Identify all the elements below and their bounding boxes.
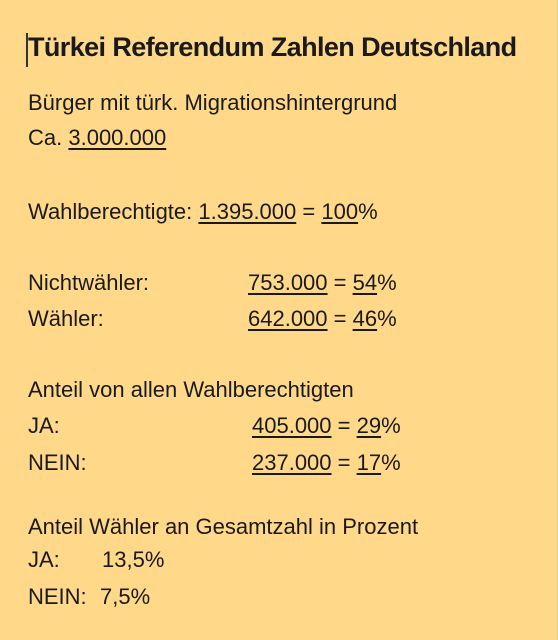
share-all-no-percent: 17 <box>356 450 382 475</box>
share-all-no-pct-sign: % <box>381 450 401 475</box>
share-voters-yes-value: 13,5% <box>102 547 165 572</box>
nonvoters-percent: 54 <box>352 270 378 295</box>
nonvoters-figures: 753.000 = 54% <box>248 270 397 296</box>
share-all-yes-pct-sign: % <box>381 413 401 438</box>
eligible-pct-sign: % <box>358 199 378 224</box>
share-voters-no-value: 7,5% <box>100 584 151 609</box>
nonvoters-pct-sign: % <box>377 270 397 295</box>
share-all-yes-count: 405.000 <box>252 413 332 438</box>
share-all-heading: Anteil von allen Wahlberechtigten <box>28 377 354 402</box>
share-voters-no-label: NEIN: <box>28 584 87 609</box>
share-all-no-label: NEIN: <box>28 450 87 475</box>
voters-figures: 642.000 = 46% <box>248 306 397 332</box>
nonvoters-eq: = <box>327 270 353 295</box>
eligible-eq: = <box>296 199 322 224</box>
voters-count: 642.000 <box>248 306 328 331</box>
share-all-no-figures: 237.000 = 17% <box>252 450 401 476</box>
voters-percent: 46 <box>352 306 378 331</box>
nonvoters-label: Nichtwähler: <box>28 270 150 295</box>
text-cursor <box>26 33 28 67</box>
eligible-label: Wahlberechtigte: <box>28 199 199 224</box>
share-all-no-count: 237.000 <box>252 450 332 475</box>
voters-eq: = <box>327 306 353 331</box>
eligible-count: 1.395.000 <box>198 199 297 224</box>
voters-label: Wähler: <box>28 306 104 331</box>
population-prefix: Ca. <box>28 125 69 150</box>
share-all-yes-figures: 405.000 = 29% <box>252 413 401 439</box>
share-all-no-eq: = <box>331 450 357 475</box>
population-value: 3.000.000 <box>68 125 167 150</box>
intro-line: Bürger mit türk. Migrationshintergrund <box>28 90 398 115</box>
share-all-yes-percent: 29 <box>356 413 382 438</box>
nonvoters-count: 753.000 <box>248 270 328 295</box>
share-all-yes-eq: = <box>331 413 357 438</box>
share-voters-yes-label: JA: <box>28 547 60 572</box>
eligible-percent: 100 <box>321 199 359 224</box>
voters-pct-sign: % <box>377 306 397 331</box>
population-line: Ca. 3.000.000 <box>28 125 166 151</box>
page-title: Türkei Referendum Zahlen Deutschland <box>28 32 517 62</box>
share-all-yes-label: JA: <box>28 413 60 438</box>
share-voters-heading: Anteil Wähler an Gesamtzahl in Prozent <box>28 514 419 539</box>
eligible-line: Wahlberechtigte: 1.395.000 = 100% <box>28 199 378 225</box>
